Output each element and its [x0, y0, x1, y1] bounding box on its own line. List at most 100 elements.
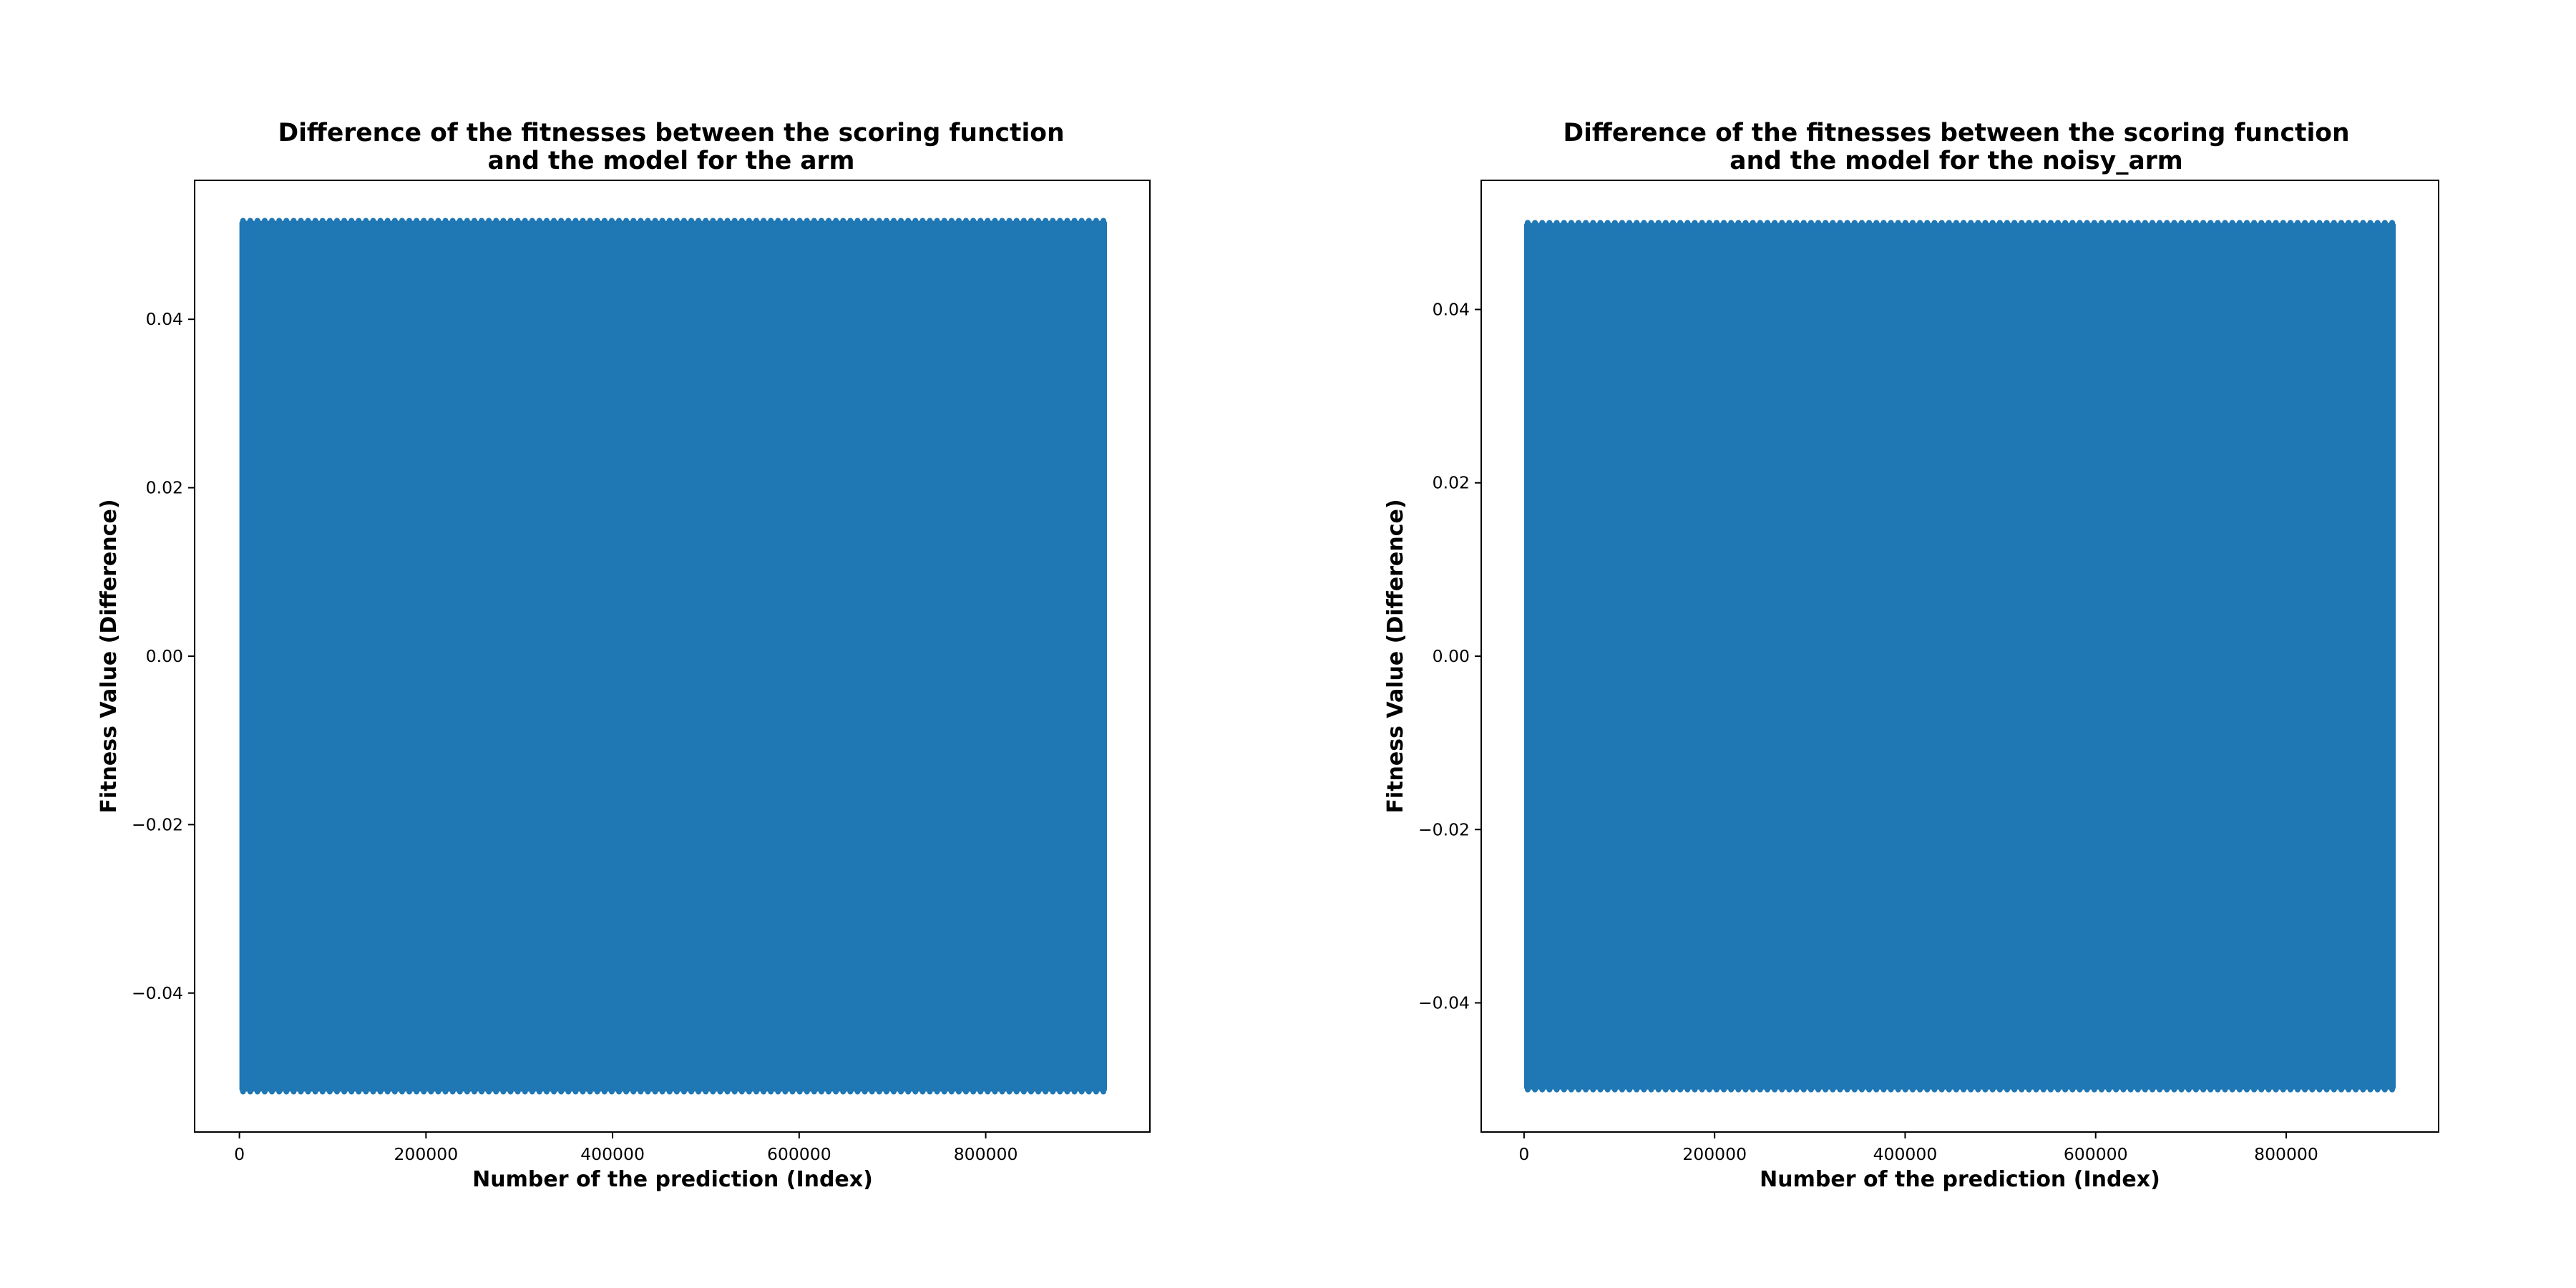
scatter-point	[1641, 1086, 1647, 1093]
scatter-point	[1830, 220, 1836, 226]
scatter-point	[2243, 220, 2250, 226]
scatter-point	[2026, 220, 2032, 226]
scatter-point	[645, 218, 651, 224]
scatter-point	[1020, 218, 1027, 224]
scatter-point	[2011, 1086, 2018, 1093]
scatter-point	[522, 218, 528, 224]
scatter-points	[239, 220, 1108, 1092]
scatter-point	[298, 218, 304, 224]
scatter-point	[1655, 220, 1662, 226]
scatter-point	[2019, 1086, 2025, 1093]
scatter-point	[1684, 1086, 1691, 1093]
scatter-point	[2084, 1086, 2090, 1093]
scatter-point	[1524, 1086, 1531, 1093]
scatter-point	[1013, 1088, 1020, 1095]
scatter-point	[565, 1088, 572, 1095]
scatter-point	[1590, 1086, 1596, 1093]
scatter-point	[2229, 1086, 2235, 1093]
scatter-point	[1050, 218, 1056, 224]
scatter-point	[2120, 1086, 2127, 1093]
scatter-point	[1844, 1086, 1850, 1093]
scatter-point	[710, 1088, 716, 1095]
scatter-point	[782, 218, 789, 224]
scatter-point	[1583, 1086, 1589, 1093]
scatter-point	[2353, 220, 2359, 226]
scatter-point	[811, 1088, 817, 1095]
scatter-point	[1611, 220, 1618, 226]
scatter-point	[2280, 220, 2286, 226]
scatter-point	[464, 218, 470, 224]
scatter-point	[1546, 220, 1553, 226]
scatter-point	[1035, 218, 1042, 224]
scatter-point	[1619, 1086, 1625, 1093]
scatter-point	[1742, 220, 1749, 226]
scatter-point	[1553, 220, 1560, 226]
scatter-point	[703, 218, 709, 224]
scatter-point	[1793, 1086, 1800, 1093]
scatter-point	[2127, 220, 2134, 226]
scatter-point	[992, 218, 998, 224]
scatter-point	[796, 1088, 803, 1095]
scatter-point	[898, 218, 904, 224]
scatter-point	[1851, 1086, 1858, 1093]
scatter-point	[319, 218, 326, 224]
scatter-point	[934, 1088, 940, 1095]
scatter-point	[1844, 220, 1850, 226]
scatter-point	[471, 218, 477, 224]
scatter-point	[2236, 220, 2243, 226]
scatter-point	[2243, 1086, 2250, 1093]
scatter-point	[543, 1088, 550, 1095]
y-tick-label: −0.02	[1418, 819, 1470, 839]
scatter-point	[1823, 220, 1829, 226]
scatter-point	[536, 1088, 542, 1095]
scatter-point	[2200, 220, 2207, 226]
scatter-point	[738, 218, 745, 224]
scatter-point	[1006, 1088, 1013, 1095]
scatter-point	[1050, 1088, 1056, 1095]
scatter-point	[608, 1088, 615, 1095]
scatter-point	[449, 1088, 456, 1095]
scatter-point	[985, 218, 991, 224]
scatter-point	[1931, 1086, 1938, 1093]
scatter-point	[1866, 1086, 1873, 1093]
scatter-point	[370, 218, 376, 224]
scatter-point	[1043, 218, 1049, 224]
scatter-point	[305, 218, 311, 224]
scatter-point	[616, 218, 623, 224]
scatter-point	[1561, 1086, 1567, 1093]
scatter-point	[283, 1088, 290, 1095]
scatter-point	[2374, 220, 2381, 226]
y-tick-label: 0.04	[146, 309, 183, 329]
scatter-point	[2033, 1086, 2039, 1093]
scatter-point	[1078, 1088, 1085, 1095]
scatter-point	[1873, 1086, 1880, 1093]
scatter-point	[1953, 220, 1959, 226]
scatter-point	[536, 218, 542, 224]
scatter-point	[1895, 220, 1901, 226]
scatter-point	[1823, 1086, 1829, 1093]
scatter-point	[1953, 1086, 1959, 1093]
scatter-point	[761, 218, 767, 224]
scatter-point	[630, 1088, 637, 1095]
scatter-point	[594, 218, 600, 224]
scatter-point	[948, 218, 955, 224]
scatter-point	[833, 218, 839, 224]
scatter-point	[927, 218, 933, 224]
scatter-point	[1071, 218, 1078, 224]
scatter-point	[464, 1088, 470, 1095]
scatter-point	[486, 218, 492, 224]
scatter-point	[442, 218, 449, 224]
scatter-point	[305, 1088, 311, 1095]
scatter-point	[1706, 1086, 1712, 1093]
scatter-point	[1888, 1086, 1894, 1093]
scatter-point	[1043, 1088, 1049, 1095]
scatter-point	[673, 1088, 680, 1095]
scatter-point	[587, 218, 593, 224]
scatter-point	[2367, 1086, 2373, 1093]
scatter-point	[493, 1088, 499, 1095]
scatter-point	[356, 218, 362, 224]
scatter-point	[638, 1088, 644, 1095]
scatter-point	[269, 1088, 275, 1095]
scatter-point	[775, 218, 781, 224]
scatter-point	[1662, 1086, 1669, 1093]
